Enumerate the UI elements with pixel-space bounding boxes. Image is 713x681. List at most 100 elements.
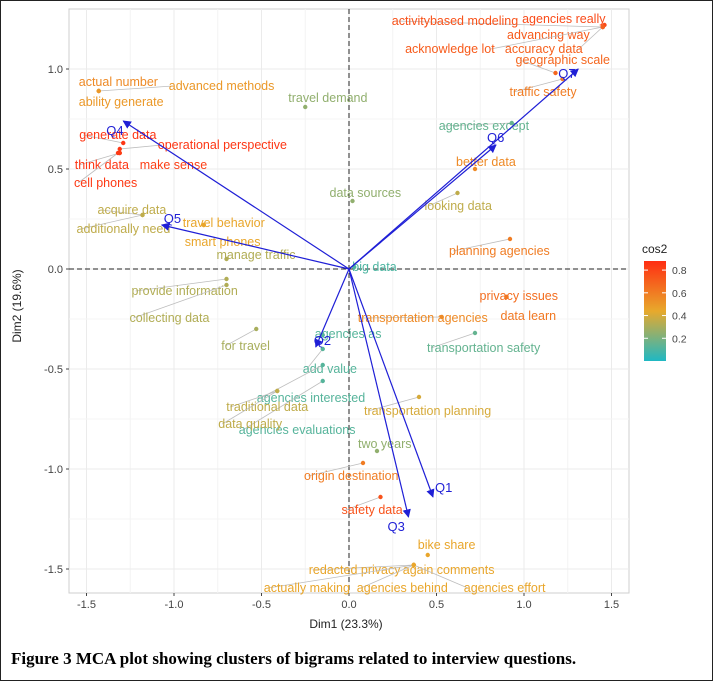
point-label: manage traffic [217, 248, 296, 262]
point-label: traditional data [226, 400, 308, 414]
variable-arrow [314, 268, 350, 348]
x-axis-title: Dim1 (23.3%) [309, 617, 382, 631]
data-point [374, 448, 380, 454]
point-label: agencies evaluations [239, 423, 356, 437]
point-label: traffic safety [510, 85, 578, 99]
legend-tick-label: 0.2 [672, 333, 687, 345]
point-label: advanced methods [169, 79, 275, 93]
data-point [411, 562, 416, 568]
point-label: generate data [79, 128, 156, 142]
data-point [425, 552, 430, 558]
y-tick-label: -1.5 [44, 564, 63, 576]
point-label: accuracy data [505, 42, 583, 56]
data-point [117, 146, 122, 152]
point-label: data learn [501, 309, 557, 323]
x-tick-label: 0.0 [341, 599, 356, 611]
variable-arrow-label: Q7 [558, 66, 575, 81]
label-leader-line [260, 364, 323, 399]
legend-tick-label: 0.4 [672, 311, 687, 323]
variable-arrow [348, 268, 411, 518]
data-point [553, 70, 558, 76]
label-leader-line [306, 348, 324, 370]
point-label: for travel [221, 339, 270, 353]
point-label: geographic scale [516, 53, 611, 67]
data-point [560, 76, 565, 82]
legend-title: cos2 [642, 242, 668, 256]
point-label: agencies behind [357, 581, 448, 595]
variable-arrow-label: Q5 [164, 211, 181, 226]
legend-tick-label: 0.8 [672, 265, 687, 277]
label-leader-line [442, 122, 512, 127]
legend: cos2 0.2 0.4 0.6 0.8 [642, 242, 687, 361]
label-leader-line [395, 20, 603, 28]
axes: -1.5 -1.0 -0.5 0.0 0.5 1.0 1.5 -1.5 -1.0 -0.5 0.0 0… [44, 64, 619, 611]
y-tick-label: 0.0 [48, 264, 63, 276]
label-leader-line [135, 278, 227, 292]
arrows: Q1 Q2 Q3 Q4 Q5 Q6 Q7 [106, 66, 579, 534]
label-leader-line [133, 284, 227, 319]
point-label: provide information [132, 284, 238, 298]
point-label: smart phones [185, 235, 261, 249]
point-label: activitybased modeling [392, 14, 519, 28]
label-leader-line [222, 390, 278, 425]
point-label: actual number [79, 75, 158, 89]
label-leader-line [83, 134, 124, 144]
data-point [140, 212, 145, 218]
point-label: operational perspective [158, 138, 287, 152]
data-point [360, 460, 366, 466]
point-label: redacted privacy [309, 563, 401, 577]
point-label: transportation agencies [358, 311, 488, 325]
data-point [224, 282, 229, 288]
x-tick-label: 1.5 [604, 599, 619, 611]
label-leader-line [242, 380, 323, 431]
label-leader-line [312, 564, 414, 571]
data-point [115, 150, 121, 156]
point-label: agencies except [439, 119, 530, 133]
label-leader-line [360, 564, 414, 589]
label-leader-line [267, 564, 414, 589]
data-point [455, 190, 460, 196]
variable-arrow-label: Q2 [314, 333, 331, 348]
point-label: make sense [140, 158, 207, 172]
variable-arrow-label: Q1 [435, 480, 452, 495]
point-label: bike share [418, 538, 476, 552]
label-leader-line [77, 152, 119, 184]
y-axis-title: Dim2 (19.6%) [10, 269, 24, 342]
point-label: additionally need [77, 222, 171, 236]
data-point [224, 276, 229, 282]
data-point [509, 120, 514, 126]
y-tick-label: -0.5 [44, 364, 63, 376]
point-label: travel behavior [183, 216, 265, 230]
label-leader-line [367, 396, 420, 412]
data-point [472, 330, 478, 336]
point-label: two years [358, 437, 412, 451]
label-leader-line [307, 462, 364, 477]
point-label: advancing way [507, 28, 590, 42]
variable-arrow [348, 68, 579, 270]
data-point [378, 494, 383, 500]
data-point [121, 140, 126, 146]
label-leader-line [80, 214, 143, 230]
point-label: agencies effort [464, 581, 546, 595]
point-label: agencies interested [257, 391, 365, 405]
label-leader-line [78, 152, 120, 166]
label-leader-line [101, 209, 143, 216]
label-leader-line [578, 26, 604, 50]
point-label: again comments [403, 563, 495, 577]
data-point [320, 362, 325, 368]
data-point [96, 88, 101, 94]
variable-arrow [348, 268, 435, 498]
point-label: data sources [330, 186, 402, 200]
data-point [303, 104, 308, 110]
y-tick-label: -1.0 [44, 464, 63, 476]
label-leader-line [361, 316, 442, 319]
point-label: transportation safety [427, 341, 541, 355]
point-label: add value [303, 362, 357, 376]
legend-colorbar [644, 261, 666, 361]
mca-biplot: -1.5 -1.0 -0.5 0.0 0.5 1.0 1.5 -1.5 -1.0 -0.5 0.0 0… [10, 8, 687, 631]
point-label: actually making [264, 581, 350, 595]
label-leader-line [413, 564, 468, 589]
x-tick-label: -0.5 [252, 599, 271, 611]
x-tick-label: 1.0 [516, 599, 531, 611]
point-label: origin destination [304, 469, 399, 483]
